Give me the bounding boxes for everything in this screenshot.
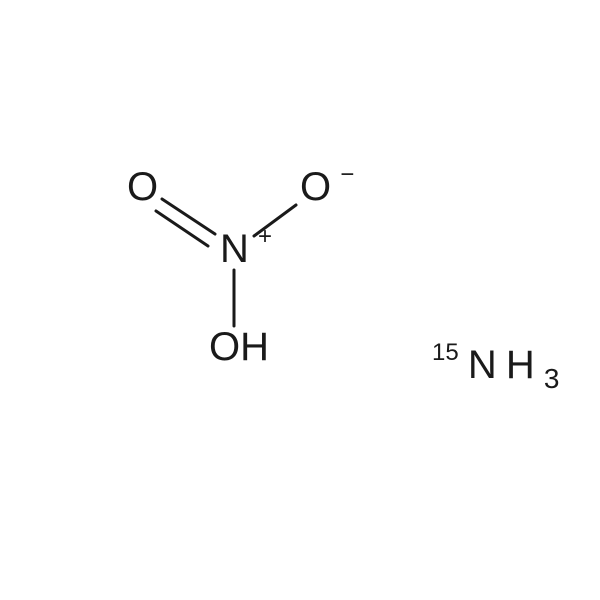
atom-hydroxyl: OH <box>209 325 269 369</box>
atom-ammonia-15n: 15 N H 3 <box>432 325 559 394</box>
chemical-diagram: O N + O − OH 15 N H 3 <box>0 0 600 600</box>
bond-n-o-double-2 <box>156 211 208 246</box>
atom-oxygen-minus: O − <box>300 161 354 209</box>
bond-n-ominus <box>254 205 296 236</box>
bond-n-o-double-1 <box>162 199 215 234</box>
atom-oxygen-double: O <box>127 165 158 209</box>
